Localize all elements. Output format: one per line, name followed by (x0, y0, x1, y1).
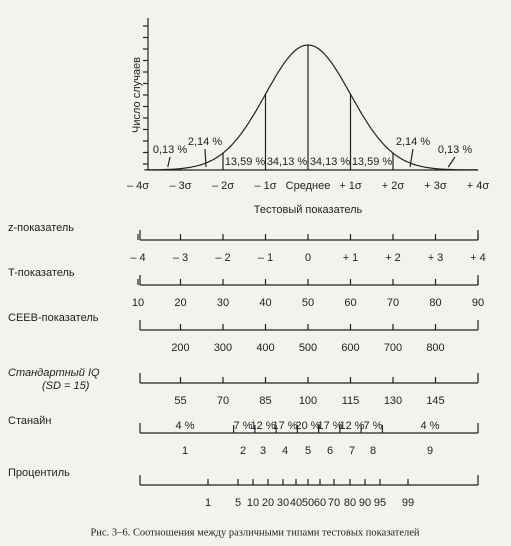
scale-tick-label: 10 (132, 297, 144, 309)
scale-tick-label: 3 (260, 445, 266, 457)
scale-tick-label: 7 (349, 445, 355, 457)
scale-tick-label: 1 (205, 497, 211, 509)
sigma-label: – 3σ (169, 180, 191, 192)
scale-tick-label: 30 (217, 297, 229, 309)
scale-tick-label: 9 (427, 445, 433, 457)
scale-label: CEEB-показатель (8, 312, 99, 324)
scale-label: Стандартный IQ (8, 367, 100, 379)
scale-tick-label: 70 (328, 497, 340, 509)
x-label: Тестовый показатель (254, 204, 363, 216)
scale-tick-label: 95 (374, 497, 386, 509)
sigma-label: + 2σ (382, 180, 405, 192)
sigma-label: Среднее (286, 180, 331, 192)
normal-curve (144, 44, 479, 171)
scale-tick-label: 300 (214, 342, 232, 354)
scale-tick-label: 40 (259, 297, 271, 309)
sigma-label: + 3σ (424, 180, 447, 192)
scale-tick-label: 800 (426, 342, 444, 354)
scale-tick-label: 4 (282, 445, 288, 457)
scale-tick-label: – 3 (173, 252, 188, 264)
scale-label: T-показатель (8, 267, 75, 279)
percent-label: 4 % (176, 420, 195, 432)
sigma-label: + 1σ (339, 180, 362, 192)
scale-tick-label: – 2 (215, 252, 230, 264)
scale-tick-label: – 1 (258, 252, 273, 264)
scale-tick-label: 5 (305, 445, 311, 457)
scale-tick-label: 40 (290, 497, 302, 509)
sigma-label: – 4σ (127, 180, 149, 192)
scale-tick-label: 8 (370, 445, 376, 457)
scale-tick-label: 200 (171, 342, 189, 354)
scale-label: Процентиль (8, 467, 70, 479)
area-label: 0,13 % (438, 144, 472, 156)
percent-label: 4 % (421, 420, 440, 432)
area-label: 0,13 % (153, 144, 187, 156)
caption: Рис. 3–6. Соотношения между различными т… (90, 527, 419, 538)
scale-tick-label: 60 (344, 297, 356, 309)
scale-label: (SD = 15) (42, 380, 90, 392)
scale-tick-label: 80 (344, 497, 356, 509)
scale-tick-label: 50 (302, 497, 314, 509)
sigma-label: – 2σ (212, 180, 234, 192)
scale-tick-label: 20 (262, 497, 274, 509)
scale-tick-label: 1 (182, 445, 188, 457)
sigma-label: – 1σ (254, 180, 276, 192)
scale-tick-label: 70 (387, 297, 399, 309)
area-arrow (204, 148, 207, 168)
scale-tick-label: 70 (217, 395, 229, 407)
area-label: 34,13 % (310, 156, 351, 168)
scale-tick-label: 30 (277, 497, 289, 509)
area-label: 13,59 % (352, 156, 393, 168)
percent-label: 12 % (339, 420, 364, 432)
percent-label: 17 % (317, 420, 342, 432)
sigma-label: + 4σ (467, 180, 490, 192)
percent-label: 7 % (234, 420, 253, 432)
scale-tick-label: 85 (259, 395, 271, 407)
scale-label: Станайн (8, 415, 51, 427)
scale-tick-label: 115 (342, 395, 360, 407)
scale-tick-label: 6 (327, 445, 333, 457)
area-label: 2,14 % (396, 136, 430, 148)
scale-tick-label: 0 (305, 252, 311, 264)
percent-label: 17 % (272, 420, 297, 432)
percent-label: 20 % (295, 420, 320, 432)
scale-tick-label: 20 (174, 297, 186, 309)
scale-tick-label: 90 (472, 297, 484, 309)
area-label: 13,59 % (225, 156, 266, 168)
scale-tick-label: 99 (402, 497, 414, 509)
scale-tick-label: 5 (235, 497, 241, 509)
scale-tick-label: 100 (299, 395, 317, 407)
scale-tick-label: 55 (174, 395, 186, 407)
scale-tick-label: 10 (247, 497, 259, 509)
scale-tick-label: 80 (429, 297, 441, 309)
scale-tick-label: 2 (240, 445, 246, 457)
scale-tick-label: 60 (314, 497, 326, 509)
scale-tick-label: 600 (341, 342, 359, 354)
scale-tick-label: + 3 (428, 252, 444, 264)
scale-tick-label: 500 (299, 342, 317, 354)
area-arrow (167, 156, 171, 168)
area-label: 2,14 % (188, 136, 222, 148)
percent-label: 12 % (250, 420, 275, 432)
scale-tick-label: + 4 (470, 252, 486, 264)
scale-tick-label: + 1 (343, 252, 359, 264)
scale-tick-label: + 2 (385, 252, 401, 264)
area-label: 34,13 % (267, 156, 308, 168)
area-arrow (409, 148, 414, 168)
scale-tick-label: – 4 (130, 252, 145, 264)
scale-tick-label: 50 (302, 297, 314, 309)
scale-tick-label: 130 (384, 395, 402, 407)
percent-label: 7 % (364, 420, 383, 432)
scale-tick-label: 400 (256, 342, 274, 354)
y-label: Число случаев (131, 57, 143, 133)
scale-tick-label: 145 (426, 395, 444, 407)
area-arrow (447, 156, 456, 168)
scale-tick-label: 90 (359, 497, 371, 509)
scale-label: z-показатель (8, 222, 74, 234)
scale-tick-label: 700 (384, 342, 402, 354)
